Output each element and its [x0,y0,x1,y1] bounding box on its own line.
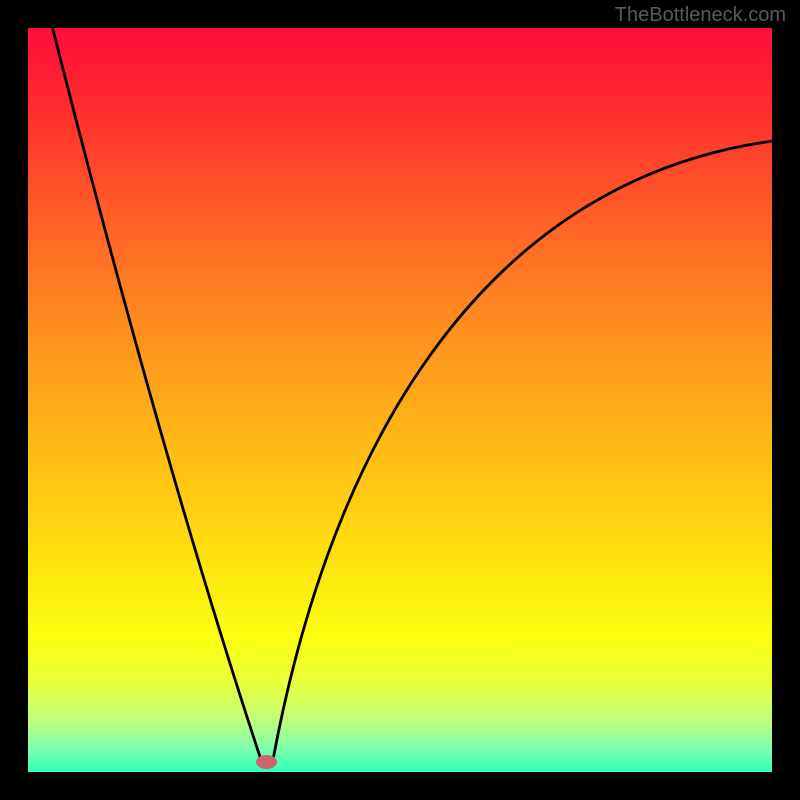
curve-right-branch [274,141,772,757]
optimal-point-marker [256,755,277,769]
plot-area [28,28,772,772]
curve-left-branch [53,28,261,757]
bottleneck-curve [28,28,772,772]
watermark-text: TheBottleneck.com [615,4,786,27]
